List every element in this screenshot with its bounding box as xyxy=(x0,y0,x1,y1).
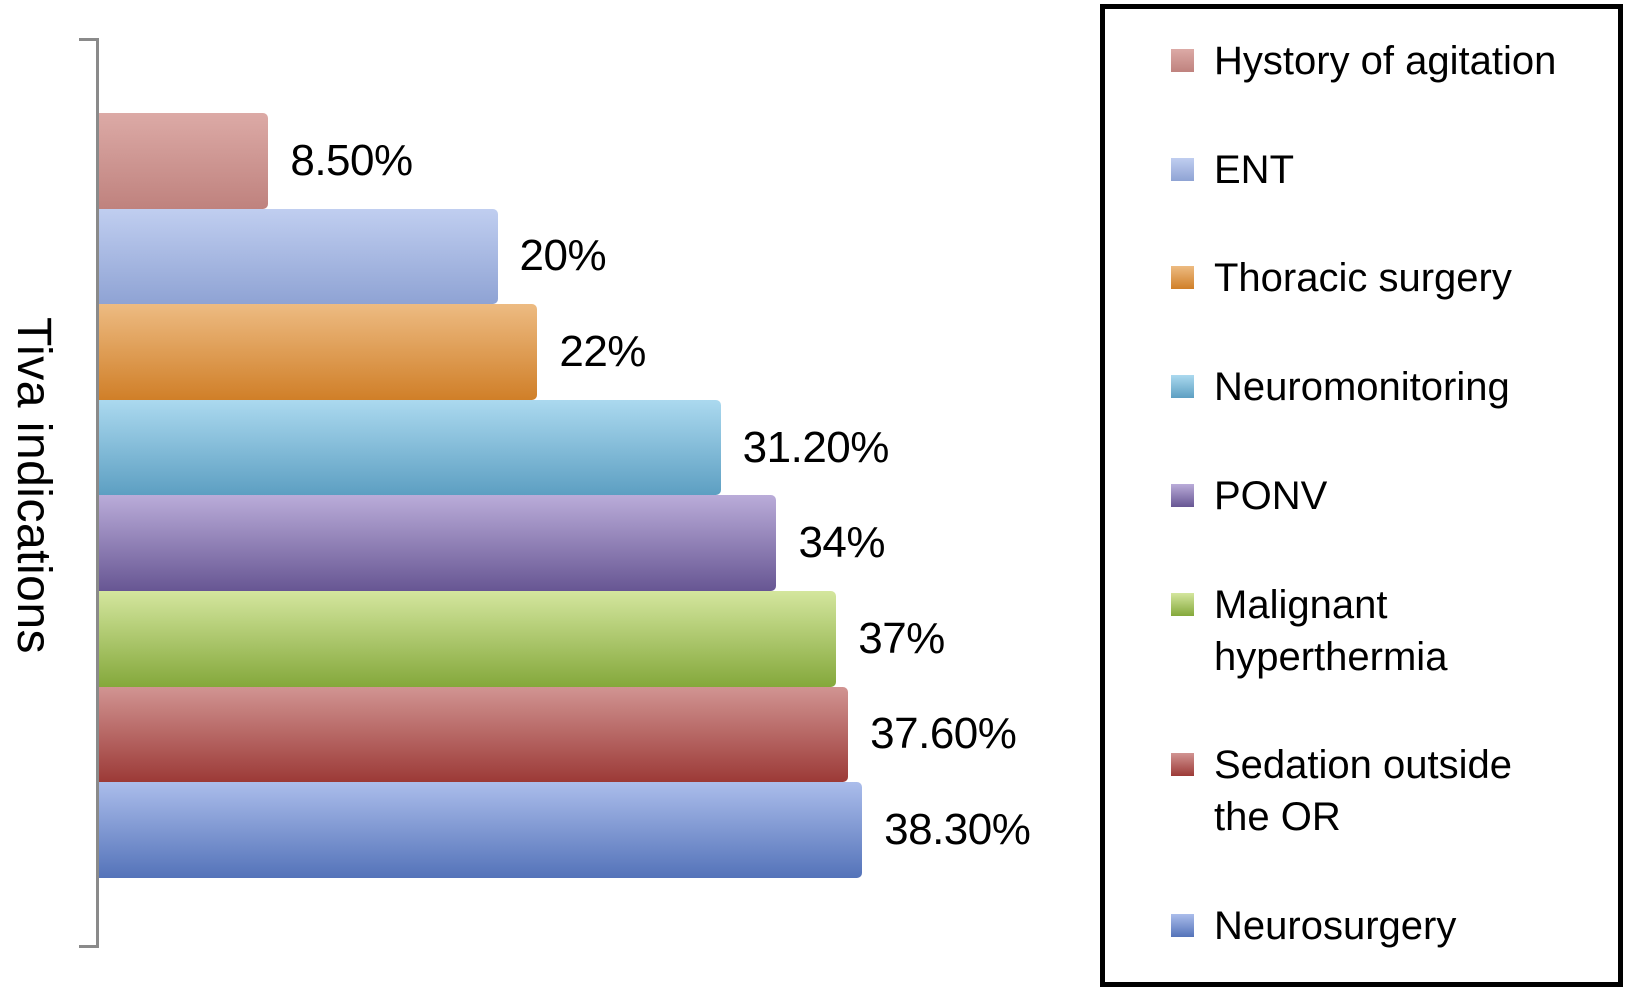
bar-row: 38.30% xyxy=(99,782,1099,878)
bar-value-label: 22% xyxy=(559,326,646,376)
y-axis-tick-bottom xyxy=(79,945,97,948)
bar-hystory-of-agitation xyxy=(99,113,269,209)
bar-value-label: 8.50% xyxy=(290,135,413,185)
bar-row: 37% xyxy=(99,590,1099,687)
y-axis-line xyxy=(96,38,99,948)
legend-item-malignant-hyperthermia: Malignant hyperthermia xyxy=(1171,579,1608,683)
bar-value-label: 37% xyxy=(858,613,945,663)
legend-item-thoracic-surgery: Thoracic surgery xyxy=(1171,252,1608,304)
bar-row: 22% xyxy=(99,304,1099,400)
legend-label: Neurosurgery xyxy=(1214,903,1457,948)
legend-swatch-icon xyxy=(1171,157,1194,181)
legend-label: PONV xyxy=(1214,473,1328,518)
legend-item-sedation-outside-the-or: Sedation outside the OR xyxy=(1171,739,1608,843)
legend-item-neuromonitoring: Neuromonitoring xyxy=(1171,361,1608,413)
legend-swatch-icon xyxy=(1171,266,1194,290)
bar-row: 20% xyxy=(99,208,1099,305)
bar-ponv xyxy=(99,495,777,591)
legend-label: Neuromonitoring xyxy=(1214,365,1510,410)
bar-ent xyxy=(99,208,498,305)
legend-item-ent: ENT xyxy=(1171,144,1608,196)
y-axis-title-wrap: Tiva indications xyxy=(6,0,61,972)
bar-thoracic-surgery xyxy=(99,304,538,400)
legend-box: Hystory of agitation ENT Thoracic surger… xyxy=(1100,4,1623,987)
bar-malignant-hyperthermia xyxy=(99,590,837,687)
legend-swatch-icon xyxy=(1171,49,1194,72)
bar-row: 37.60% xyxy=(99,686,1099,783)
y-axis-title: Tiva indications xyxy=(7,317,60,655)
legend-label: ENT xyxy=(1214,147,1294,192)
legend-item-ponv: PONV xyxy=(1171,470,1608,522)
bar-row: 31.20% xyxy=(99,399,1099,496)
y-axis-tick-top xyxy=(79,38,97,41)
bar-row: 34% xyxy=(99,495,1099,591)
legend-item-hystory-of-agitation: Hystory of agitation xyxy=(1171,35,1608,87)
legend-swatch-icon xyxy=(1171,592,1194,616)
legend-label: Malignant hyperthermia xyxy=(1214,582,1448,679)
bar-sedation-outside-the-or xyxy=(99,686,849,783)
legend-swatch-icon xyxy=(1171,375,1194,399)
bar-value-label: 31.20% xyxy=(742,422,890,472)
plot-area: 8.50% 20% 22% 31.20% 34% 37% 37.60% 38.3… xyxy=(99,113,1099,878)
legend-item-neurosurgery: Neurosurgery xyxy=(1171,900,1608,952)
legend-label: Sedation outside the OR xyxy=(1214,743,1513,840)
bar-value-label: 20% xyxy=(519,231,607,281)
bar-value-label: 38.30% xyxy=(884,804,1031,854)
legend-label: Thoracic surgery xyxy=(1214,256,1512,301)
bar-neurosurgery xyxy=(99,782,863,878)
bar-row: 8.50% xyxy=(99,113,1099,209)
legend-swatch-icon xyxy=(1171,753,1194,777)
bar-value-label: 34% xyxy=(798,518,886,568)
bar-neuromonitoring xyxy=(99,399,721,496)
legend-swatch-icon xyxy=(1171,483,1194,507)
legend-label: Hystory of agitation xyxy=(1214,39,1557,83)
bar-value-label: 37.60% xyxy=(870,709,1017,759)
legend-swatch-icon xyxy=(1171,913,1194,937)
